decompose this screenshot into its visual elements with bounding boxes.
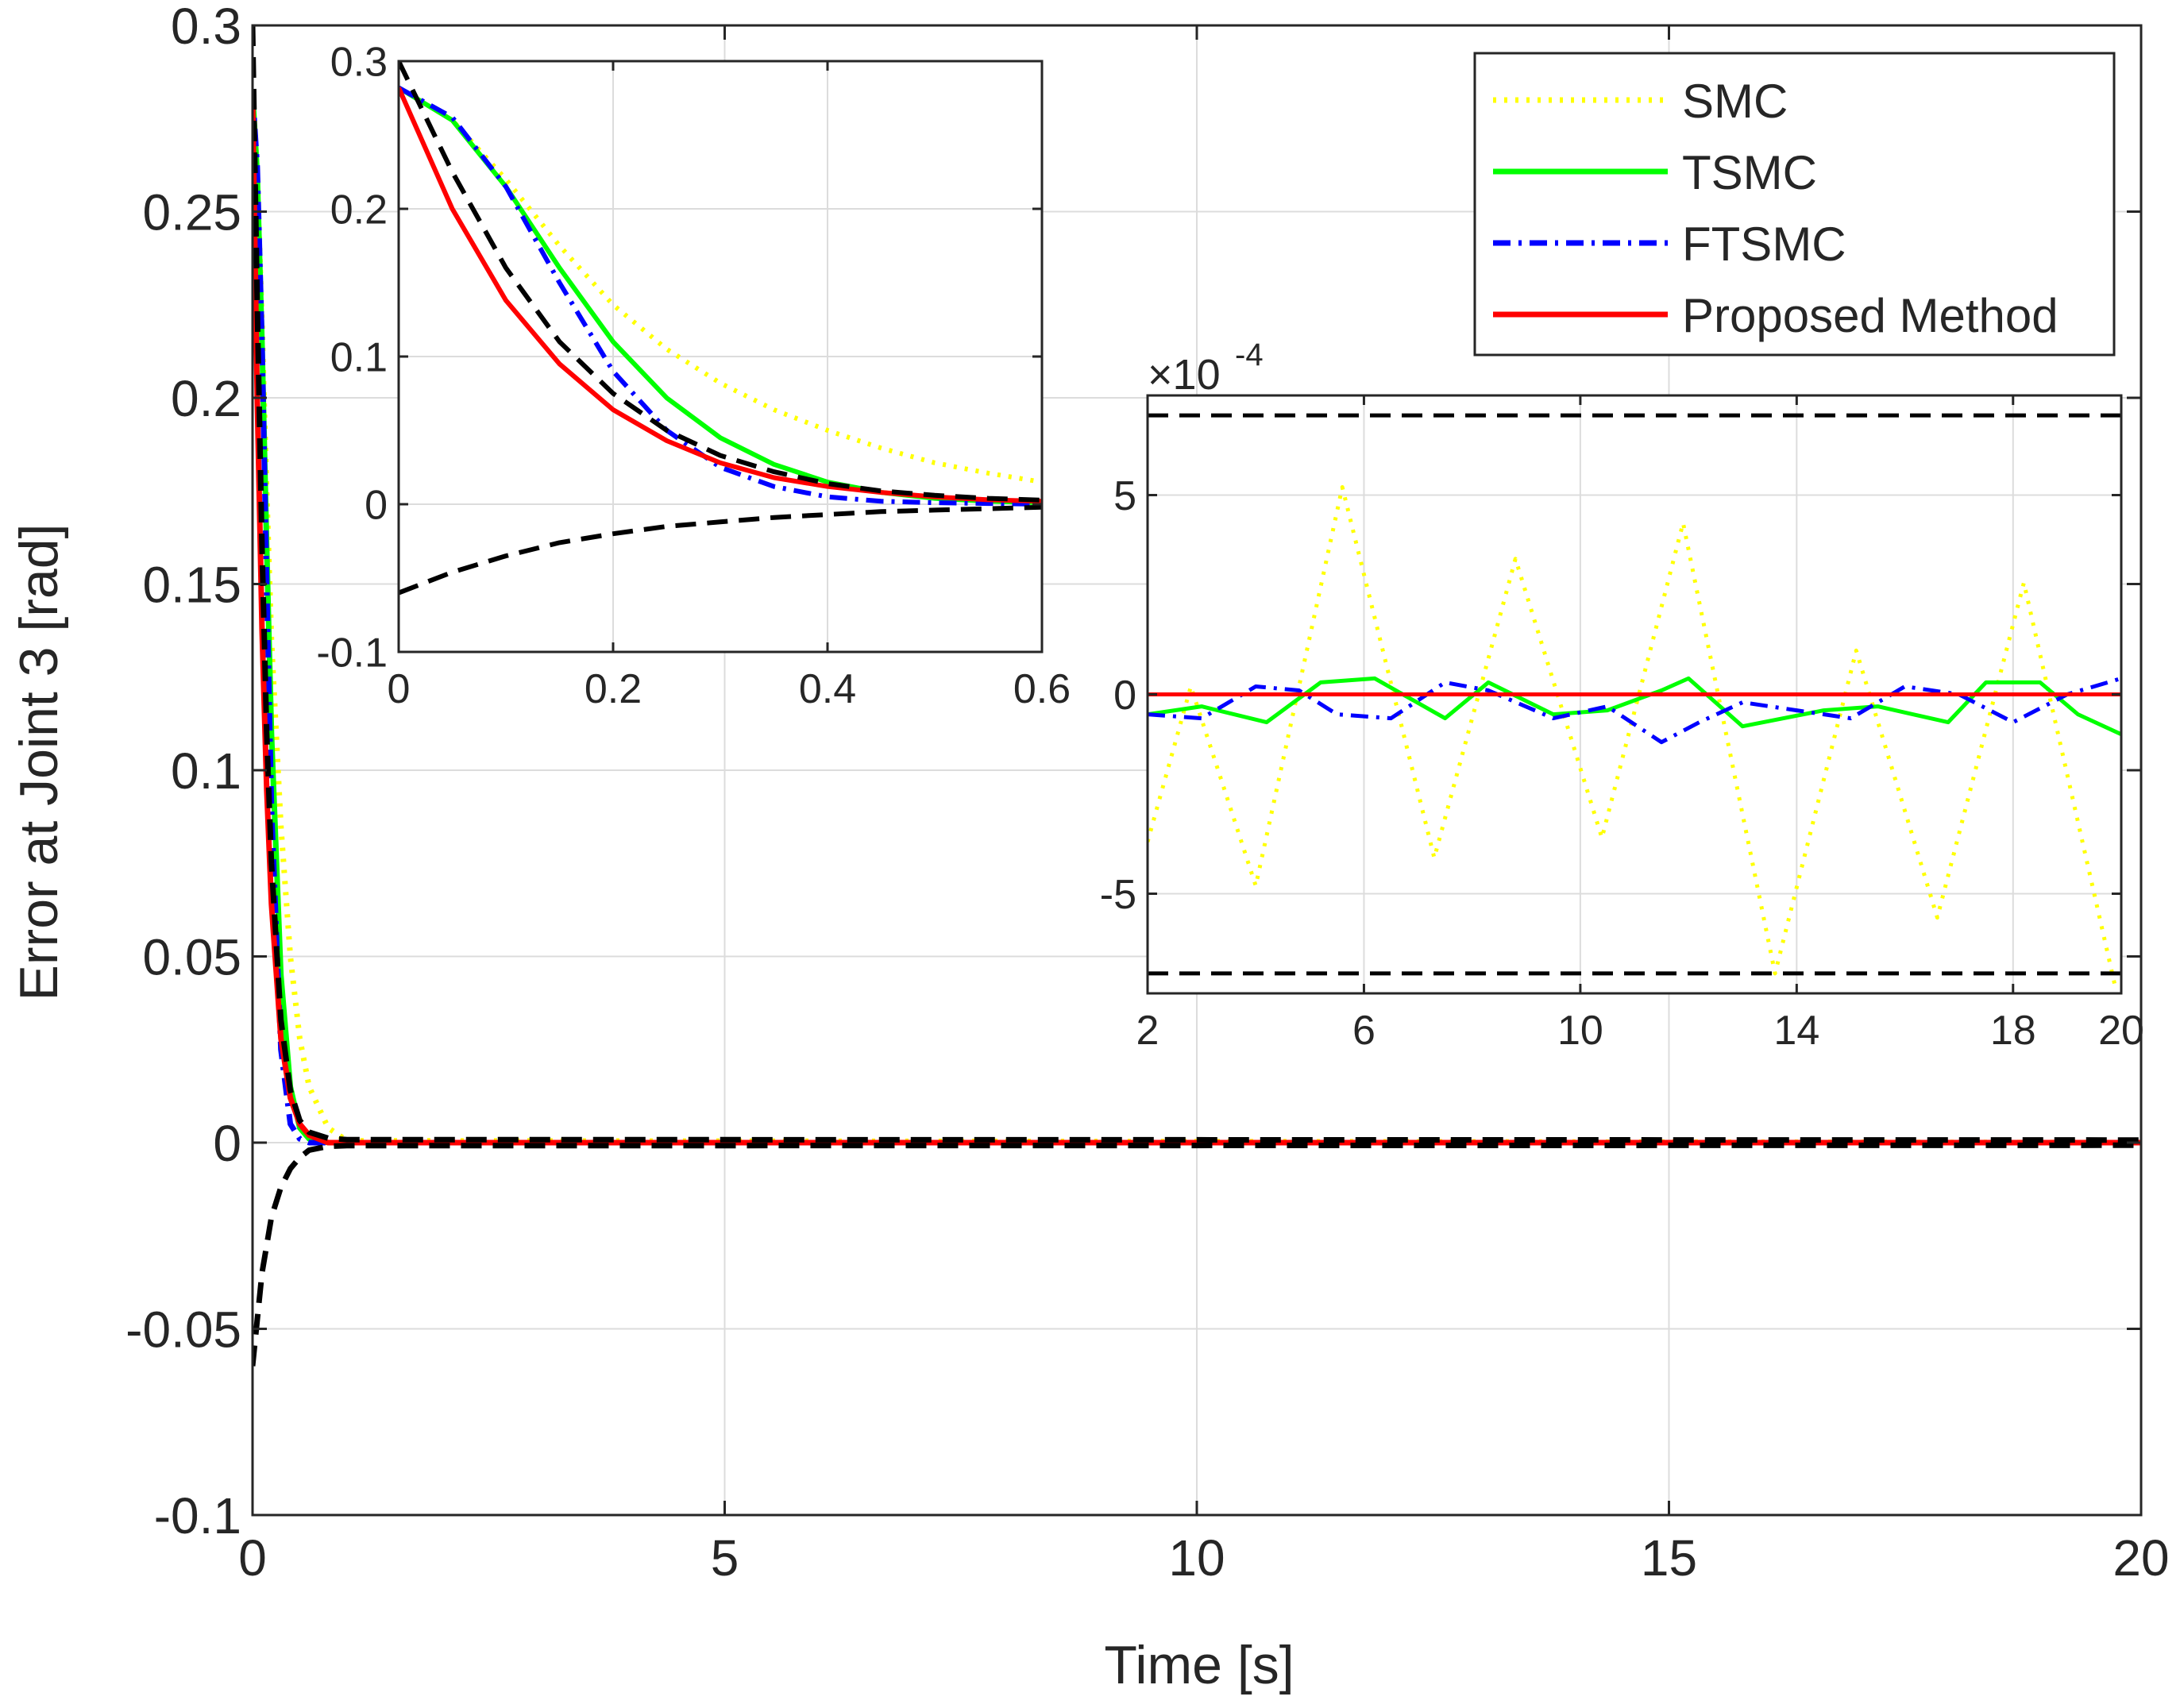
main-y-tick-label: 0.3: [171, 0, 241, 55]
main-series-smc: [253, 92, 2141, 1146]
inset-transient-x-tick-label: 0.4: [799, 666, 856, 712]
inset-transient-series-lower-bound: [399, 504, 1042, 596]
main-x-tick-label: 10: [1168, 1529, 1225, 1587]
main-y-tick-label: 0.25: [142, 184, 241, 241]
main-series-proposed-method: [253, 92, 2141, 1146]
inset-steady-exponent-base: ×10: [1148, 351, 1221, 399]
main-y-tick-label: 0.15: [142, 557, 241, 614]
inset-steady-y-tick-label: 0: [1113, 673, 1136, 719]
inset-steady-series-tsmc: [1148, 676, 2121, 736]
inset-transient-y-tick-label: 0.3: [330, 40, 388, 86]
inset-steady-x-tick-label: 20: [2098, 1008, 2144, 1054]
inset-transient-axes: 0 0.2 0.4 0.6-0.100.10.20.3: [316, 40, 1071, 712]
main-series: [253, 25, 2141, 1367]
main-x-tick-label: 0: [238, 1529, 267, 1587]
legend-label-smc: SMC: [1682, 75, 1788, 128]
main-y-tick-label: -0.1: [154, 1487, 241, 1544]
inset-transient-y-tick-label: 0.2: [330, 187, 388, 233]
inset-transient-y-tick-label: -0.1: [316, 630, 388, 677]
main-x-tick-label: 20: [2112, 1529, 2169, 1587]
inset-transient-x-tick-label: 0: [388, 666, 411, 712]
inset-steady-series: [1148, 413, 2121, 990]
inset-transient-series-smc: [399, 85, 1042, 485]
main-x-tick-label: 15: [1641, 1529, 1697, 1587]
inset-transient-series-upper-bound: [399, 61, 1042, 503]
inset-steady-exponent-power: -4: [1235, 337, 1264, 372]
inset-transient-y-tick-label: 0.1: [330, 335, 388, 381]
inset-steady-axes: 2 6 10 14 18 20 -5 0 5: [1100, 394, 2144, 1054]
inset-transient-x-tick-label: 0.6: [1013, 666, 1071, 712]
inset-transient-y-tick-label: 0: [365, 483, 388, 529]
inset-steady-x-tick-label: 18: [1990, 1008, 2036, 1054]
main-series-upper-bound: [253, 25, 2141, 1143]
inset-steady-y-tick-label: -5: [1100, 872, 1136, 918]
inset-steady-x-tick-label: 14: [1773, 1008, 1819, 1054]
main-y-label: Error at Joint 3 [rad]: [9, 524, 69, 1001]
main-y-tick-label: 0: [213, 1115, 241, 1172]
main-y-tick-label: -0.05: [125, 1301, 241, 1359]
legend-label-ftsmc: FTSMC: [1682, 218, 1846, 271]
legend-label-proposed: Proposed Method: [1682, 289, 2058, 342]
main-series-ftsmc: [253, 92, 2141, 1146]
inset-steady-y-tick-label: 5: [1113, 473, 1136, 519]
main-x-tick-label: 5: [711, 1529, 739, 1587]
inset-transient-x-tick-label: 0.2: [585, 666, 642, 712]
inset-steady-x-tick-label: 10: [1557, 1008, 1603, 1054]
inset-steady-x-tick-label: 6: [1352, 1008, 1376, 1054]
inset-steady-exponent: ×10 -4: [1148, 337, 1264, 399]
main-y-tick-label: 0.1: [171, 742, 241, 800]
inset-transient-series-ftsmc: [399, 85, 1042, 507]
legend-label-tsmc: TSMC: [1682, 146, 1817, 199]
inset-transient-series: [399, 61, 1042, 596]
inset-steady-x-tick-label: 2: [1136, 1008, 1159, 1054]
main-series-lower-bound: [253, 1142, 2141, 1367]
main-x-label: Time [s]: [1104, 1635, 1294, 1695]
inset-steady-series-smc: [1148, 485, 2118, 990]
main-y-tick-label: 0.05: [142, 929, 241, 986]
main-y-tick-label: 0.2: [171, 370, 241, 427]
legend-box: [1473, 52, 2116, 357]
legend: SMC TSMC FTSMC Proposed Method: [1473, 52, 2116, 357]
